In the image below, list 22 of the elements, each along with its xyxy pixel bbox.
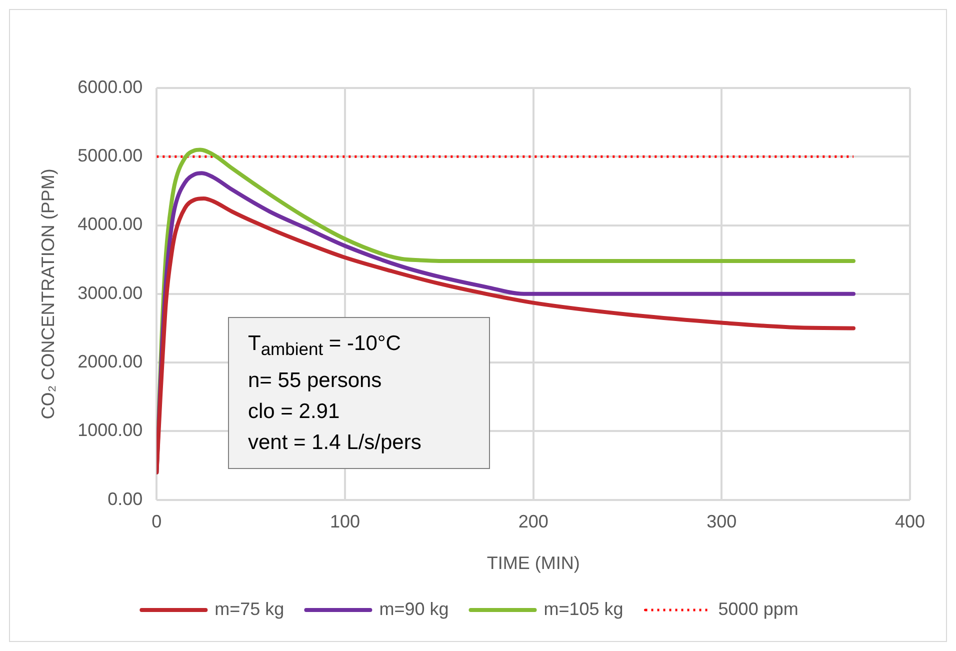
y-tick-label: 0.00	[108, 488, 143, 509]
legend-label: m=75 kg	[214, 598, 284, 619]
annotation: vent = 1.4 L/s/pers	[248, 430, 422, 456]
y-tick-label: 2000.00	[78, 352, 143, 372]
annotation: T$_{ambient}$ = -10°C	[248, 331, 402, 362]
x-tick-label: 200	[518, 512, 548, 532]
y-tick-label: 3000.00	[78, 282, 143, 303]
legend-label: m=90 kg	[379, 598, 449, 619]
y-tick-label: 6000.00	[78, 76, 143, 97]
x-axis-title: TIME (MIN)	[486, 553, 580, 574]
legend-label: m=105 kg	[544, 598, 624, 619]
x-tick-label: 100	[330, 512, 360, 532]
x-tick-label: 0	[152, 512, 162, 532]
x-tick-label: 400	[894, 512, 926, 532]
annotation: clo = 2.91	[248, 399, 341, 426]
legend-label: 5000 ppm	[718, 598, 798, 619]
y-axis-title: CO₂ CONCENTRATION (PPM)	[38, 168, 58, 420]
annotation: n= 55 persons	[248, 368, 383, 394]
x-tick-label: 300	[706, 512, 737, 532]
y-tick-label: 4000.00	[78, 214, 143, 234]
y-tick-label: 1000.00	[78, 420, 143, 440]
y-tick-label: 5000.00	[78, 146, 143, 166]
